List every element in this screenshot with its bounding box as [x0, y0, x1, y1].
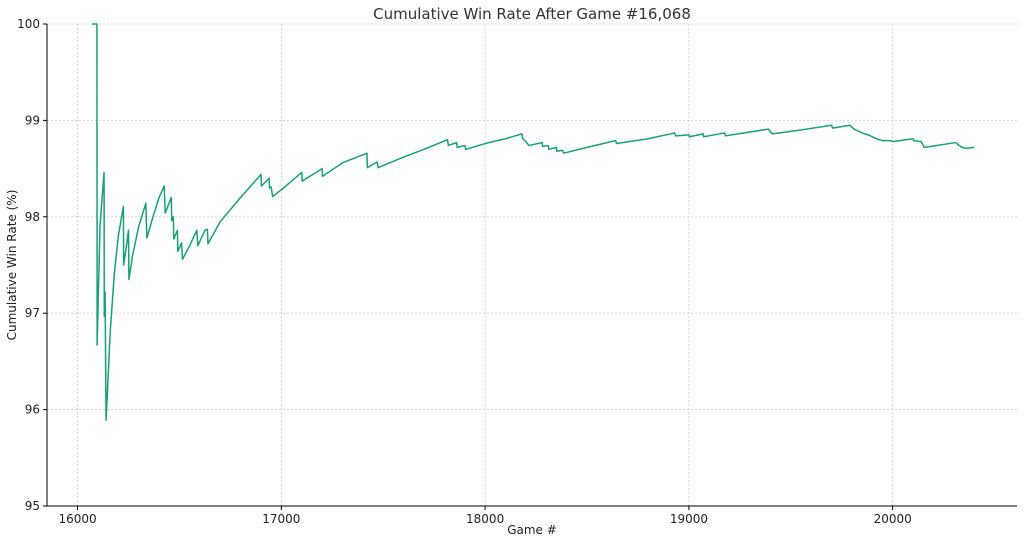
x-axis-label: Game # [507, 523, 557, 537]
y-tick-label: 100 [17, 17, 40, 31]
y-tick-label: 99 [25, 113, 40, 127]
x-tick-label: 18000 [466, 512, 504, 526]
y-axis-label: Cumulative Win Rate (%) [5, 190, 19, 341]
y-tick-label: 97 [25, 306, 40, 320]
tick-labels: 16000 17000 18000 19000 20000 95 96 97 98 99 100 [17, 17, 912, 526]
y-tick-label: 96 [25, 403, 40, 417]
win-rate-series-line [91, 23, 975, 421]
x-tick-label: 17000 [262, 512, 300, 526]
grid-lines [47, 23, 1017, 507]
y-tick-label: 95 [25, 499, 40, 513]
chart-title: Cumulative Win Rate After Game #16,068 [373, 5, 691, 23]
x-tick-label: 19000 [670, 512, 708, 526]
y-tick-label: 98 [25, 210, 40, 224]
x-tick-label: 20000 [874, 512, 912, 526]
axes [43, 23, 1017, 510]
x-tick-label: 16000 [58, 512, 96, 526]
